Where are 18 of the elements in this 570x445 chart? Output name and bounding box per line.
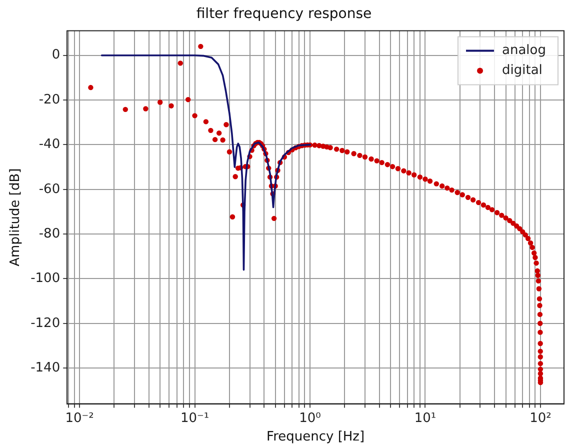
y-tick-label: -60: [38, 182, 60, 197]
y-tick-label: -40: [38, 137, 60, 152]
x-axis-title: Frequency [Hz]: [266, 430, 365, 445]
x-tick-label: 10⁻¹: [180, 410, 210, 426]
y-tick-label: -20: [38, 92, 60, 108]
chart-title: filter frequency response: [196, 6, 372, 22]
y-tick-label: 0: [52, 48, 60, 63]
x-tick-label: 10⁻²: [65, 410, 94, 426]
x-tick-label: 10²: [530, 410, 552, 426]
legend-label: digital: [502, 63, 542, 78]
y-tick-label: -140: [30, 360, 60, 376]
y-tick-label: -100: [30, 271, 60, 286]
x-tick-label: 10¹: [414, 410, 436, 426]
legend-label: analog: [502, 43, 546, 58]
y-axis-title: Amplitude [dB]: [8, 168, 24, 266]
y-tick-label: -120: [30, 316, 60, 331]
x-tick-label: 10⁰: [299, 410, 321, 426]
y-tick-label: -80: [38, 226, 60, 242]
